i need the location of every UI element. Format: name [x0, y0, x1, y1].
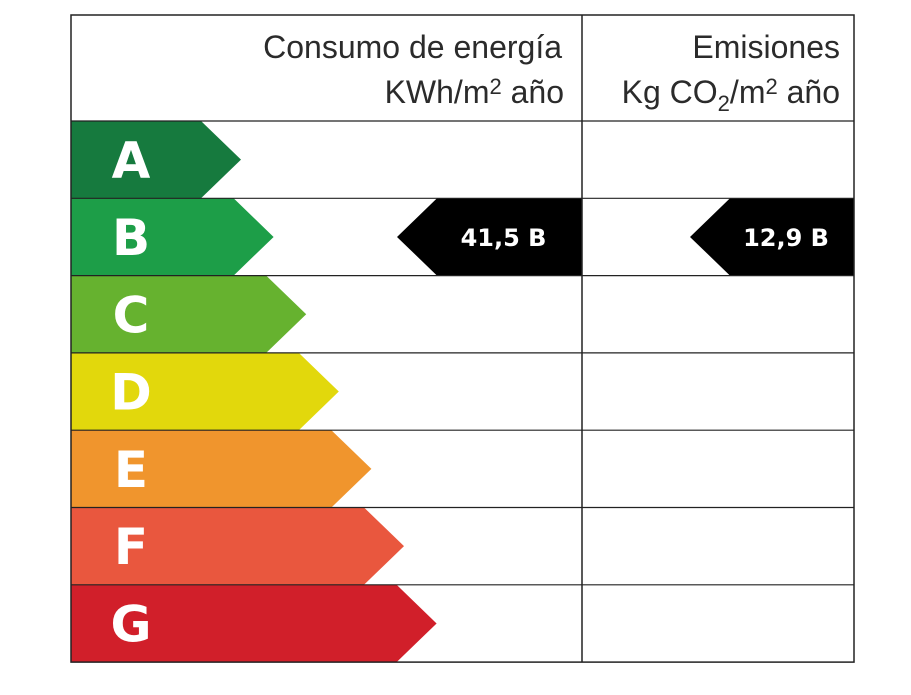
class-bar-a — [71, 121, 241, 199]
energy-column-title: Consumo de energía — [263, 29, 562, 65]
emissions-column-title: Emisiones — [692, 29, 840, 65]
class-letter-f: F — [114, 518, 148, 576]
class-bar-f — [71, 507, 404, 585]
class-bar-e — [71, 430, 372, 508]
energy-column-unit: KWh/m2 año — [385, 74, 564, 110]
energy-rating-marker — [397, 198, 582, 276]
energy-unit-exponent: 2 — [489, 74, 501, 99]
class-bar-c — [71, 275, 307, 353]
energy-unit-suffix: año — [502, 74, 564, 110]
class-bar-g — [71, 584, 437, 663]
class-bar-b — [71, 198, 274, 276]
energy-rating-marker-label: 41,5 B — [461, 224, 547, 252]
class-letter-a: A — [112, 132, 151, 190]
emissions-unit-mid: /m — [730, 74, 766, 110]
class-letter-b: B — [112, 209, 150, 267]
class-letter-e: E — [114, 441, 148, 499]
emissions-unit-subscript: 2 — [718, 91, 730, 116]
emissions-unit-prefix: Kg CO — [622, 74, 718, 110]
class-letter-d: D — [110, 364, 152, 422]
emissions-unit-exponent: 2 — [765, 74, 777, 99]
emissions-rating-marker — [690, 198, 854, 276]
energy-unit-prefix: KWh/m — [385, 74, 490, 110]
rating-markers: 41,5 B 12,9 B — [397, 198, 854, 276]
table-border — [70, 14, 855, 663]
table-grid — [70, 14, 855, 663]
emissions-unit-suffix: año — [778, 74, 840, 110]
class-bar-d — [71, 352, 339, 431]
class-letter-c: C — [113, 286, 150, 344]
emissions-column-unit: Kg CO2/m2 año — [622, 74, 840, 116]
emissions-rating-marker-label: 12,9 B — [743, 224, 829, 252]
class-letter-g: G — [110, 595, 151, 653]
